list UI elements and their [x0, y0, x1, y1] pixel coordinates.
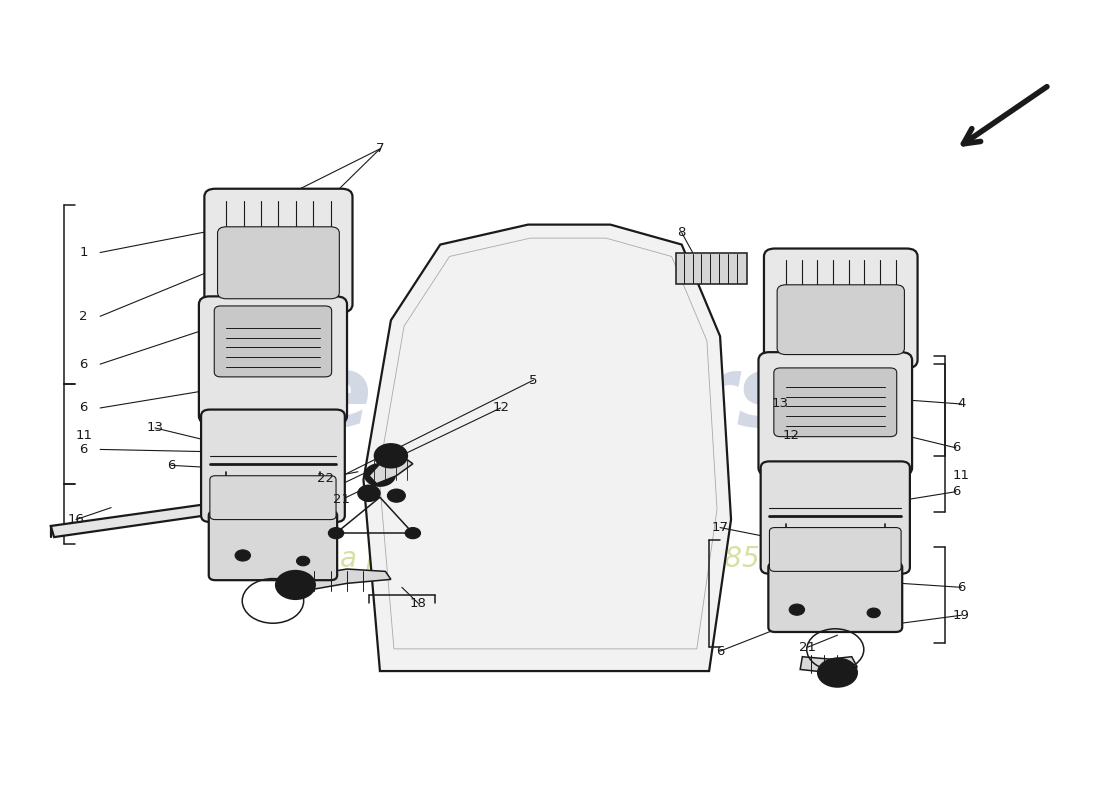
FancyBboxPatch shape — [201, 410, 344, 522]
Text: 6: 6 — [79, 358, 88, 370]
Circle shape — [789, 604, 804, 615]
Text: 17: 17 — [712, 521, 728, 534]
Bar — [676, 253, 748, 285]
Circle shape — [288, 579, 304, 590]
Text: 6: 6 — [952, 442, 960, 454]
Text: 12: 12 — [783, 430, 800, 442]
FancyBboxPatch shape — [218, 227, 339, 298]
Circle shape — [276, 570, 316, 599]
Polygon shape — [363, 225, 732, 671]
FancyBboxPatch shape — [199, 296, 346, 424]
Text: 11: 11 — [75, 430, 92, 442]
Text: 22: 22 — [317, 472, 333, 485]
FancyBboxPatch shape — [777, 285, 904, 354]
Circle shape — [358, 486, 379, 502]
Text: 21: 21 — [800, 641, 816, 654]
Text: 1: 1 — [79, 246, 88, 259]
Circle shape — [867, 608, 880, 618]
Polygon shape — [800, 657, 857, 673]
Text: eurocars: eurocars — [304, 351, 796, 449]
Text: 19: 19 — [953, 609, 970, 622]
Text: 12: 12 — [492, 402, 509, 414]
Text: 6: 6 — [716, 645, 724, 658]
Circle shape — [830, 668, 844, 678]
Text: 6: 6 — [957, 581, 966, 594]
Circle shape — [297, 556, 310, 566]
Polygon shape — [293, 569, 390, 593]
FancyBboxPatch shape — [769, 527, 901, 571]
Text: 6: 6 — [79, 402, 88, 414]
Circle shape — [235, 550, 251, 561]
Text: 6: 6 — [952, 485, 960, 498]
FancyBboxPatch shape — [761, 462, 910, 574]
FancyBboxPatch shape — [205, 189, 352, 312]
Circle shape — [817, 658, 857, 687]
Text: 8: 8 — [678, 226, 686, 239]
Text: a passion for parts since 1985: a passion for parts since 1985 — [340, 546, 760, 574]
FancyBboxPatch shape — [773, 368, 896, 437]
FancyBboxPatch shape — [764, 249, 917, 368]
Text: 21: 21 — [333, 493, 350, 506]
Text: 16: 16 — [67, 513, 85, 526]
Text: 4: 4 — [957, 398, 966, 410]
Circle shape — [405, 527, 420, 538]
Circle shape — [374, 471, 385, 479]
FancyBboxPatch shape — [209, 511, 337, 580]
Circle shape — [374, 444, 407, 468]
Text: 6: 6 — [79, 443, 88, 456]
Circle shape — [364, 464, 395, 486]
Circle shape — [387, 490, 405, 502]
FancyBboxPatch shape — [768, 562, 902, 632]
Text: 6: 6 — [167, 459, 176, 472]
Text: 18: 18 — [410, 597, 427, 610]
Text: 13: 13 — [772, 398, 789, 410]
Text: 7: 7 — [376, 142, 384, 155]
FancyBboxPatch shape — [214, 306, 332, 377]
Circle shape — [329, 527, 343, 538]
Text: 5: 5 — [529, 374, 538, 386]
Polygon shape — [51, 504, 210, 537]
Text: 11: 11 — [953, 470, 970, 482]
FancyBboxPatch shape — [759, 352, 912, 476]
FancyBboxPatch shape — [210, 476, 336, 519]
Text: 13: 13 — [146, 422, 164, 434]
Polygon shape — [368, 456, 412, 484]
Text: 2: 2 — [79, 310, 88, 322]
